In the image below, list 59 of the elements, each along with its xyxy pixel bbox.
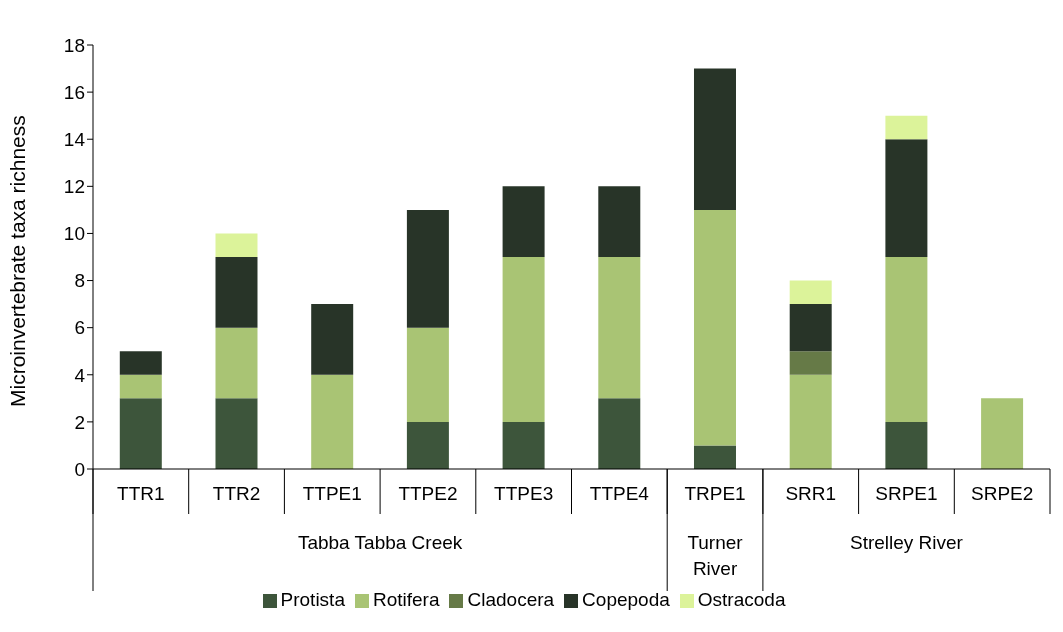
y-tick-label: 0 [74,458,85,480]
text: Tabba Tabba Creek [297,532,463,553]
bar [119,398,162,469]
x-tick-label: SRR1 [785,483,837,505]
y-tick-label: 18 [63,34,85,56]
x-tick-label: SRPE1 [875,483,938,505]
bar [119,374,162,399]
bar [598,186,641,257]
bar [694,209,736,446]
x-tick-label: SRPE2 [970,483,1034,505]
y-tick-label: 2 [74,411,85,433]
bar [885,257,928,422]
text: Turner River [687,532,744,579]
legend-label: Cladocera [467,589,555,610]
bar [406,327,449,422]
legend-label: Protista [280,589,345,610]
bar [502,186,545,257]
bar [311,304,354,375]
bar [215,327,258,399]
bar [119,351,162,375]
x-tick-label: TTPE3 [494,483,554,505]
bar [694,445,736,469]
x-tick-label: TRPE1 [684,483,746,505]
y-tick-label: 10 [63,223,85,245]
bar [694,68,736,210]
bar [406,421,449,469]
bar [215,233,258,257]
y-tick-label: 12 [63,176,85,198]
bar [502,421,545,469]
bar [598,257,641,399]
legend-label: Copepoda [582,589,670,610]
y-tick-label: 14 [63,128,86,150]
bar [885,139,928,257]
x-tick-label: TTPE1 [302,483,362,505]
bar [598,398,641,469]
y-tick-label: 4 [74,364,86,386]
y-tick-label: 6 [74,317,85,339]
bar [311,374,354,469]
x-tick-label: TTPE2 [398,483,458,505]
bar [885,115,928,140]
bar [789,280,832,305]
bar [981,398,1024,469]
legend-label: Rotifera [372,589,440,610]
bar [789,374,832,469]
y-axis-title: Microinvertebrate taxa richness [6,115,30,407]
bar [789,351,832,375]
bar [789,304,832,352]
bar [406,209,449,328]
bar [502,257,545,422]
y-tick-label: 16 [63,81,85,103]
x-tick-label: TTR2 [212,483,261,505]
legend-label: Ostracoda [697,589,786,610]
x-tick-label: TTR1 [117,483,165,505]
bar [215,398,258,469]
bar [215,257,258,328]
text: Strelley River [849,532,964,553]
y-tick-label: 8 [74,270,85,292]
x-tick-label: TTPE4 [589,483,650,505]
bar [885,421,928,469]
